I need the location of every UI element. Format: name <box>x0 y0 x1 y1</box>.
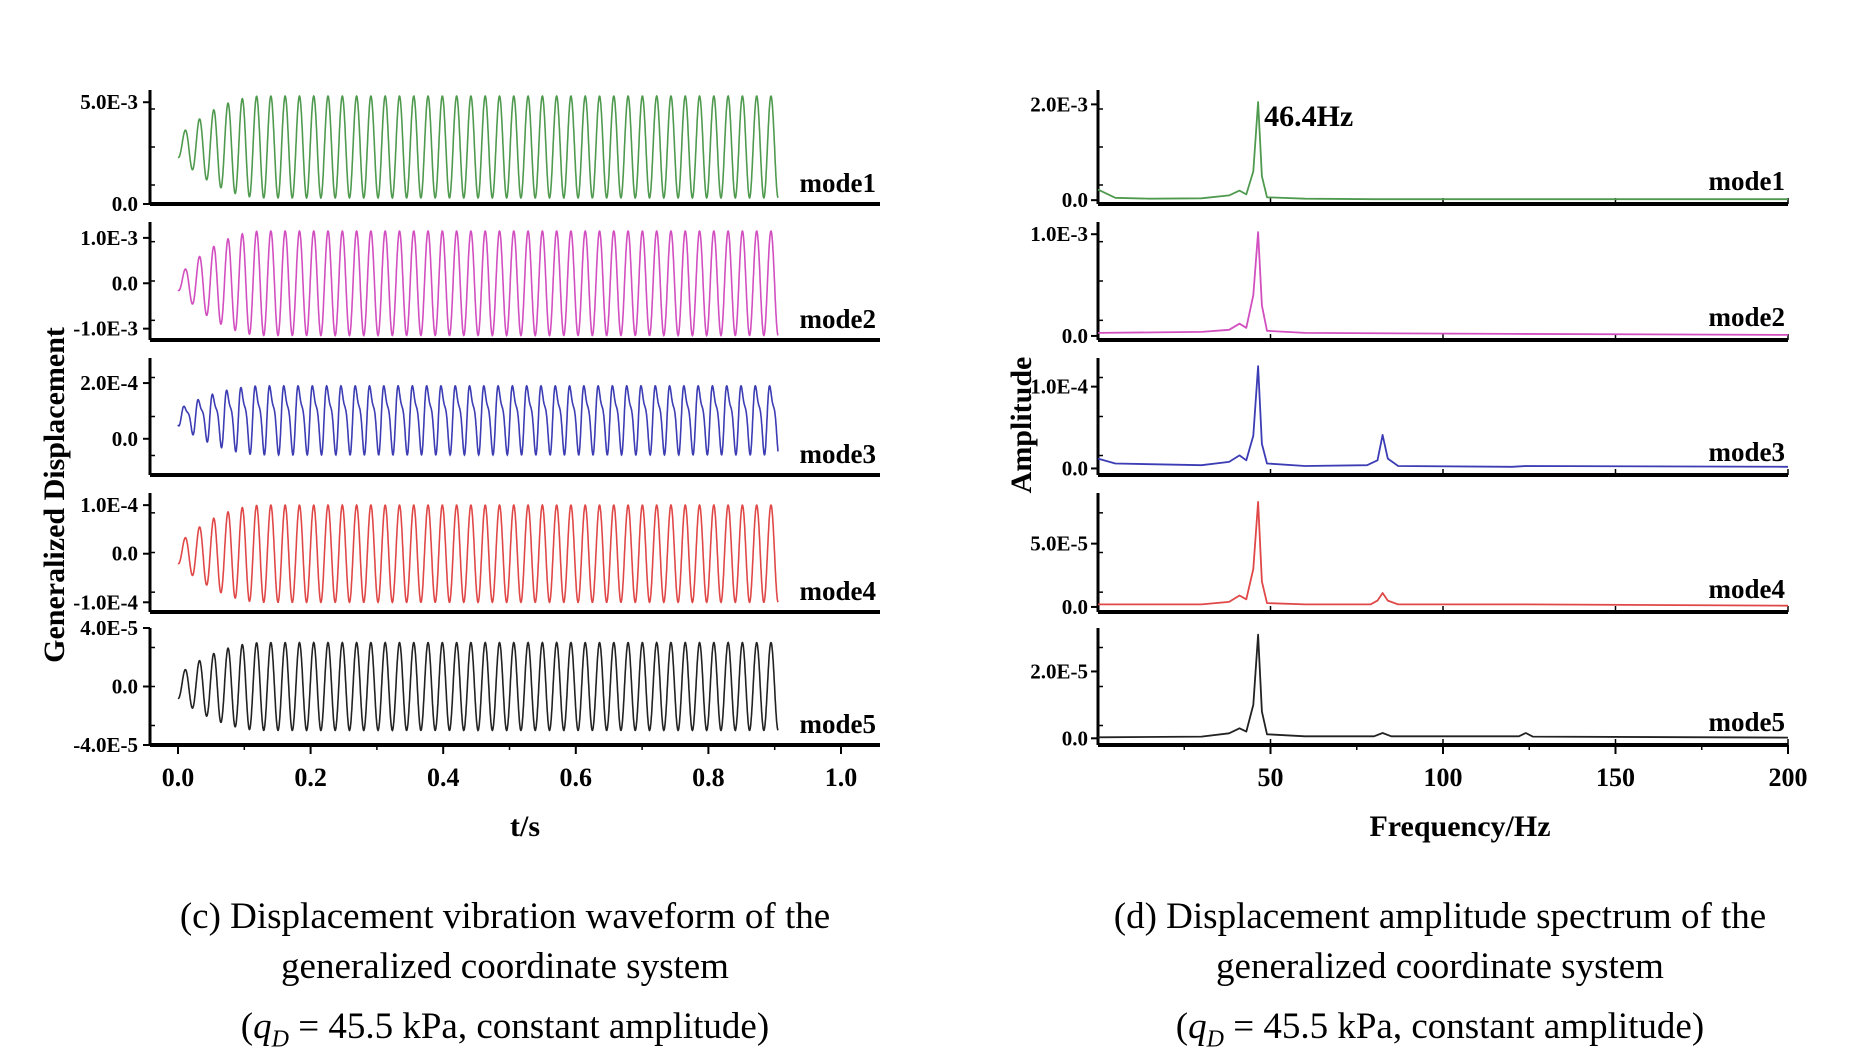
caption-left-condition: (qD = 45.5 kPa, constant amplitude) <box>240 1006 770 1053</box>
y-tick-label: 5.0E-5 <box>1030 532 1088 556</box>
y-tick-label: 0.0 <box>1062 456 1088 480</box>
caption-right-line2: generalized coordinate system <box>1216 946 1664 987</box>
waveform-panel-mode2: 1.0E-3 0.0 -1.0E-3 mode2 <box>73 222 880 342</box>
waveform-panel-mode1: 5.0E-3 0.0 mode1 <box>80 90 880 216</box>
x-axis-title: t/s <box>510 810 540 843</box>
y-tick-label: 1.0E-4 <box>80 493 138 517</box>
spectrum-panel-mode5: 2.0E-5 0.0 mode5 <box>1030 628 1789 750</box>
y-axis-title: Generalized Displacement <box>38 327 71 663</box>
x-tick-label: 0.2 <box>294 763 327 792</box>
x-tick-label: 50 <box>1258 763 1284 792</box>
y-tick-label: 2.0E-5 <box>1030 659 1088 683</box>
y-tick-label: 0.0 <box>112 427 138 451</box>
x-axis-title: Frequency/Hz <box>1369 810 1550 843</box>
waveform-panel-mode4: 1.0E-4 0.0 -1.0E-4 mode4 <box>73 493 880 614</box>
series-label-mode2: mode2 <box>800 304 877 334</box>
y-tick-label: 2.0E-4 <box>80 371 138 395</box>
caption-right-value: = 45.5 kPa, constant amplitude) <box>1223 1006 1705 1047</box>
caption-left: (c) Displacement vibration waveform of t… <box>80 892 930 1064</box>
peak-annotation: 46.4Hz <box>1264 100 1353 133</box>
series-line-mode4 <box>177 503 779 604</box>
series-label-mode1: mode1 <box>1709 166 1786 196</box>
series-label-mode1: mode1 <box>800 168 877 198</box>
y-tick-label: 5.0E-3 <box>80 90 138 114</box>
x-tick-label: 1.0 <box>825 763 858 792</box>
y-tick-label: -1.0E-4 <box>73 590 138 614</box>
caption-left-sub: D <box>271 1026 289 1053</box>
y-tick-label: 4.0E-5 <box>80 616 138 640</box>
y-tick-label: 0.0 <box>1062 595 1088 619</box>
caption-left-value: = 45.5 kPa, constant amplitude) <box>288 1006 770 1047</box>
y-tick-label: 0.0 <box>112 675 138 699</box>
x-tick-label: 150 <box>1596 763 1635 792</box>
series-line-mode2 <box>1097 231 1789 336</box>
x-tick-label: 200 <box>1769 763 1808 792</box>
spectrum-panel-mode2: 1.0E-3 0.0 mode2 <box>1030 222 1789 348</box>
waveform-panel-mode5: 4.0E-5 0.0 -4.0E-5 mode5 <box>73 616 880 757</box>
y-tick-label: 0.0 <box>112 192 138 216</box>
caption-right-var: q <box>1188 1006 1207 1047</box>
caption-right-line1: (d) Displacement amplitude spectrum of t… <box>1113 896 1767 937</box>
spectrum-chart: 2.0E-3 0.0 mode1 46.4Hz 1.0E-3 0.0 mode2 1.0E-4… <box>1005 90 1808 843</box>
y-tick-label: 1.0E-4 <box>1030 375 1088 399</box>
y-tick-label: 0.0 <box>112 542 138 566</box>
caption-left-line2: generalized coordinate system <box>281 946 729 987</box>
series-line-mode5 <box>177 641 779 732</box>
y-tick-label: 0.0 <box>1062 726 1088 750</box>
series-line-mode1 <box>177 94 779 200</box>
caption-right-condition: (qD = 45.5 kPa, constant amplitude) <box>1175 1006 1705 1053</box>
series-label-mode5: mode5 <box>1709 707 1786 737</box>
x-tick-label: 0.8 <box>692 763 725 792</box>
x-tick-label: 0.6 <box>560 763 593 792</box>
spectrum-panel-mode1: 2.0E-3 0.0 mode1 46.4Hz <box>1030 90 1789 212</box>
x-tick-label: 0.4 <box>427 763 460 792</box>
series-label-mode3: mode3 <box>1709 437 1786 467</box>
caption-right: (d) Displacement amplitude spectrum of t… <box>1030 892 1850 1064</box>
x-tick-label: 0.0 <box>162 763 195 792</box>
caption-left-line1: (c) Displacement vibration waveform of t… <box>179 896 831 937</box>
y-tick-label: -1.0E-3 <box>73 317 138 341</box>
series-label-mode3: mode3 <box>800 439 877 469</box>
series-label-mode4: mode4 <box>1709 574 1786 604</box>
y-tick-label: 0.0 <box>112 271 138 295</box>
spectrum-panel-mode4: 5.0E-5 0.0 mode4 <box>1030 493 1789 619</box>
caption-right-sub: D <box>1206 1026 1224 1053</box>
series-line-mode2 <box>177 229 779 338</box>
y-tick-label: 0.0 <box>1062 324 1088 348</box>
series-line-mode3 <box>1097 365 1789 468</box>
x-tick-label: 100 <box>1424 763 1463 792</box>
waveform-chart: 5.0E-3 0.0 mode1 1.0E-3 0.0 -1.0E-3 mode2 2.0E-… <box>38 90 880 843</box>
y-tick-label: 1.0E-3 <box>80 226 138 250</box>
y-tick-label: -4.0E-5 <box>73 733 138 757</box>
spectrum-panel-mode3: 1.0E-4 0.0 mode3 <box>1030 358 1789 480</box>
series-line-mode1 <box>1097 101 1788 201</box>
y-tick-label: 2.0E-3 <box>1030 92 1088 116</box>
waveform-panel-mode3: 2.0E-4 0.0 mode3 <box>80 358 880 477</box>
y-tick-label: 1.0E-3 <box>1030 222 1088 246</box>
series-label-mode2: mode2 <box>1709 302 1786 332</box>
series-label-mode5: mode5 <box>800 709 877 739</box>
series-line-mode5 <box>1097 633 1789 739</box>
series-line-mode4 <box>1098 500 1789 607</box>
caption-left-var: q <box>253 1006 272 1047</box>
series-line-mode3 <box>177 384 779 457</box>
y-axis-title: Amplitude <box>1005 357 1038 494</box>
y-tick-label: 0.0 <box>1062 188 1088 212</box>
series-label-mode4: mode4 <box>800 576 877 606</box>
